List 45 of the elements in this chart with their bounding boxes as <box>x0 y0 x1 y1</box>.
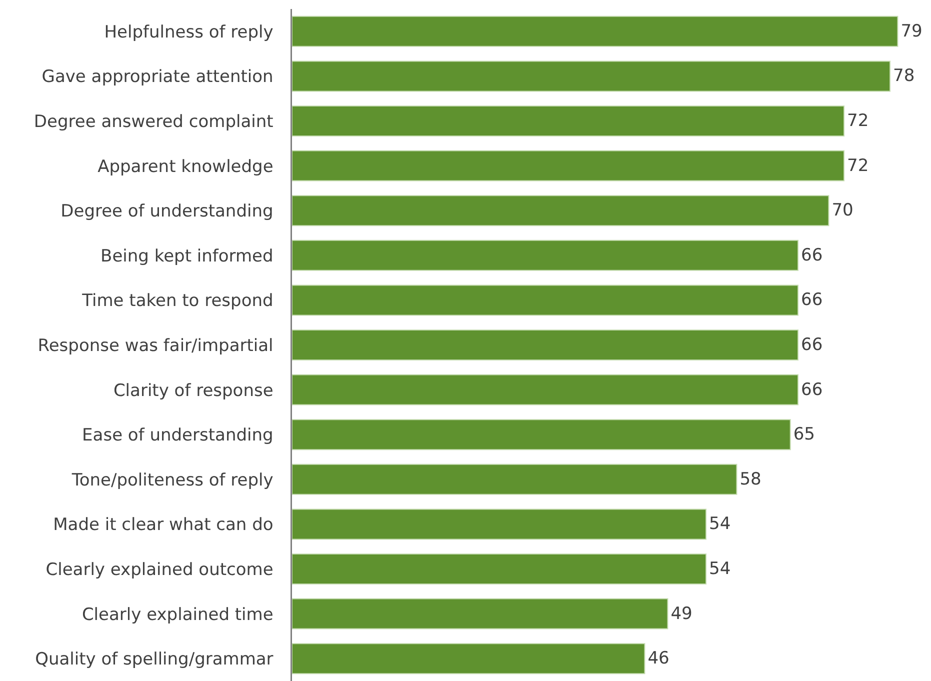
data-label: 65 <box>793 424 815 445</box>
bar <box>292 60 891 92</box>
data-label: 79 <box>900 21 922 42</box>
bar <box>292 284 799 316</box>
data-label: 46 <box>648 648 670 669</box>
bar <box>292 329 799 361</box>
y-tick-label: Gave appropriate attention <box>42 67 274 88</box>
data-label: 49 <box>670 604 692 624</box>
data-label: 66 <box>801 380 823 400</box>
y-tick-label: Tone/politeness of reply <box>70 470 274 490</box>
y-tick-label: Made it clear what can do <box>53 515 274 536</box>
data-label: 72 <box>847 156 869 176</box>
data-label: 54 <box>709 514 731 534</box>
bar <box>292 419 791 450</box>
data-label: 66 <box>801 335 823 355</box>
data-label: 66 <box>801 245 823 266</box>
bar <box>292 105 845 137</box>
data-label: 70 <box>832 200 854 221</box>
data-label: 66 <box>801 290 823 310</box>
y-tick-label: Clearly explained time <box>82 604 274 625</box>
bar <box>292 374 799 406</box>
y-tick-label: Response was fair/impartial <box>38 336 274 356</box>
y-tick-label: Time taken to respond <box>81 291 274 312</box>
data-label: 54 <box>709 559 731 579</box>
y-tick-label: Clearly explained outcome <box>46 560 274 580</box>
bar <box>292 150 845 182</box>
y-tick-label: Ease of understanding <box>82 426 274 446</box>
y-tick-label: Helpfulness of reply <box>104 22 274 42</box>
bar <box>292 195 830 226</box>
bar <box>292 508 707 540</box>
bar <box>292 464 738 495</box>
y-tick-label: Degree of understanding <box>60 202 274 222</box>
data-label: 58 <box>740 469 762 490</box>
bar <box>292 16 898 47</box>
y-tick-label: Being kept informed <box>100 246 274 266</box>
bar <box>292 553 707 585</box>
data-label: 72 <box>847 111 869 131</box>
bar <box>292 240 799 271</box>
y-tick-label: Clarity of response <box>113 380 274 401</box>
data-label: 78 <box>893 66 915 86</box>
bar <box>292 643 646 674</box>
y-tick-label: Degree answered complaint <box>34 112 274 132</box>
y-tick-label: Apparent knowledge <box>98 156 274 177</box>
bar <box>292 598 668 630</box>
y-tick-label: Quality of spelling/grammar <box>35 650 274 670</box>
